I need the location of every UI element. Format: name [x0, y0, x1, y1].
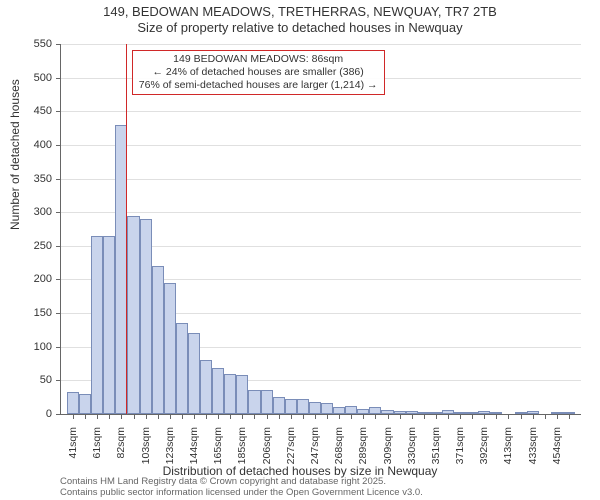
histogram-bar: [394, 411, 406, 414]
histogram-bar: [442, 410, 454, 414]
histogram-bar: [140, 219, 152, 414]
y-tick-label: 200: [0, 273, 52, 285]
histogram-bar: [212, 368, 224, 414]
histogram-bar: [285, 399, 297, 414]
reference-line: [126, 44, 127, 414]
attribution-line-2: Contains public sector information licen…: [60, 488, 423, 499]
histogram-bar: [67, 392, 79, 414]
histogram-bar: [200, 360, 212, 414]
y-tick-label: 400: [0, 139, 52, 151]
y-tick-label: 0: [0, 408, 52, 420]
histogram-bar: [563, 412, 575, 414]
y-tick-label: 150: [0, 307, 52, 319]
histogram-bar: [103, 236, 115, 414]
y-tick-label: 450: [0, 105, 52, 117]
histogram-bar: [224, 374, 236, 414]
attribution-text: Contains HM Land Registry data © Crown c…: [60, 477, 423, 499]
histogram-bar: [261, 390, 273, 414]
histogram-bar: [164, 283, 176, 414]
histogram-bar: [490, 412, 502, 414]
title-line-2: Size of property relative to detached ho…: [0, 20, 600, 36]
histogram-bar: [406, 411, 418, 414]
histogram-bar: [345, 406, 357, 414]
histogram-bar: [551, 412, 563, 414]
histogram-bar: [91, 236, 103, 414]
histogram-bar: [478, 411, 490, 414]
histogram-bar: [381, 410, 393, 414]
histogram-bar: [369, 407, 381, 414]
histogram-bar: [466, 412, 478, 414]
histogram-bar: [515, 412, 527, 414]
y-tick-label: 500: [0, 72, 52, 84]
histogram-bar: [127, 216, 139, 414]
histogram-bars: [61, 44, 581, 414]
y-tick-label: 250: [0, 240, 52, 252]
histogram-bar: [321, 403, 333, 414]
histogram-chart: 149, BEDOWAN MEADOWS, TRETHERRAS, NEWQUA…: [0, 0, 600, 500]
title-line-1: 149, BEDOWAN MEADOWS, TRETHERRAS, NEWQUA…: [0, 4, 600, 20]
reference-callout: 149 BEDOWAN MEADOWS: 86sqm ← 24% of deta…: [132, 50, 385, 95]
histogram-bar: [79, 394, 91, 414]
histogram-bar: [297, 399, 309, 414]
histogram-bar: [309, 402, 321, 414]
histogram-bar: [236, 375, 248, 414]
y-tick-label: 550: [0, 38, 52, 50]
callout-line-1: 149 BEDOWAN MEADOWS: 86sqm: [139, 53, 378, 66]
y-tick-label: 350: [0, 173, 52, 185]
plot-area: 41sqm61sqm82sqm103sqm123sqm144sqm165sqm1…: [60, 44, 581, 415]
histogram-bar: [188, 333, 200, 414]
histogram-bar: [333, 407, 345, 414]
chart-title: 149, BEDOWAN MEADOWS, TRETHERRAS, NEWQUA…: [0, 4, 600, 35]
histogram-bar: [454, 412, 466, 414]
histogram-bar: [248, 390, 260, 414]
callout-line-2: ← 24% of detached houses are smaller (38…: [139, 66, 378, 79]
callout-line-3: 76% of semi-detached houses are larger (…: [139, 79, 378, 92]
y-tick-label: 100: [0, 341, 52, 353]
histogram-bar: [152, 266, 164, 414]
histogram-bar: [176, 323, 188, 414]
histogram-bar: [273, 397, 285, 414]
histogram-bar: [430, 412, 442, 414]
histogram-bar: [418, 412, 430, 414]
histogram-bar: [357, 409, 369, 414]
y-tick-label: 50: [0, 374, 52, 386]
y-tick-label: 300: [0, 206, 52, 218]
histogram-bar: [527, 411, 539, 414]
